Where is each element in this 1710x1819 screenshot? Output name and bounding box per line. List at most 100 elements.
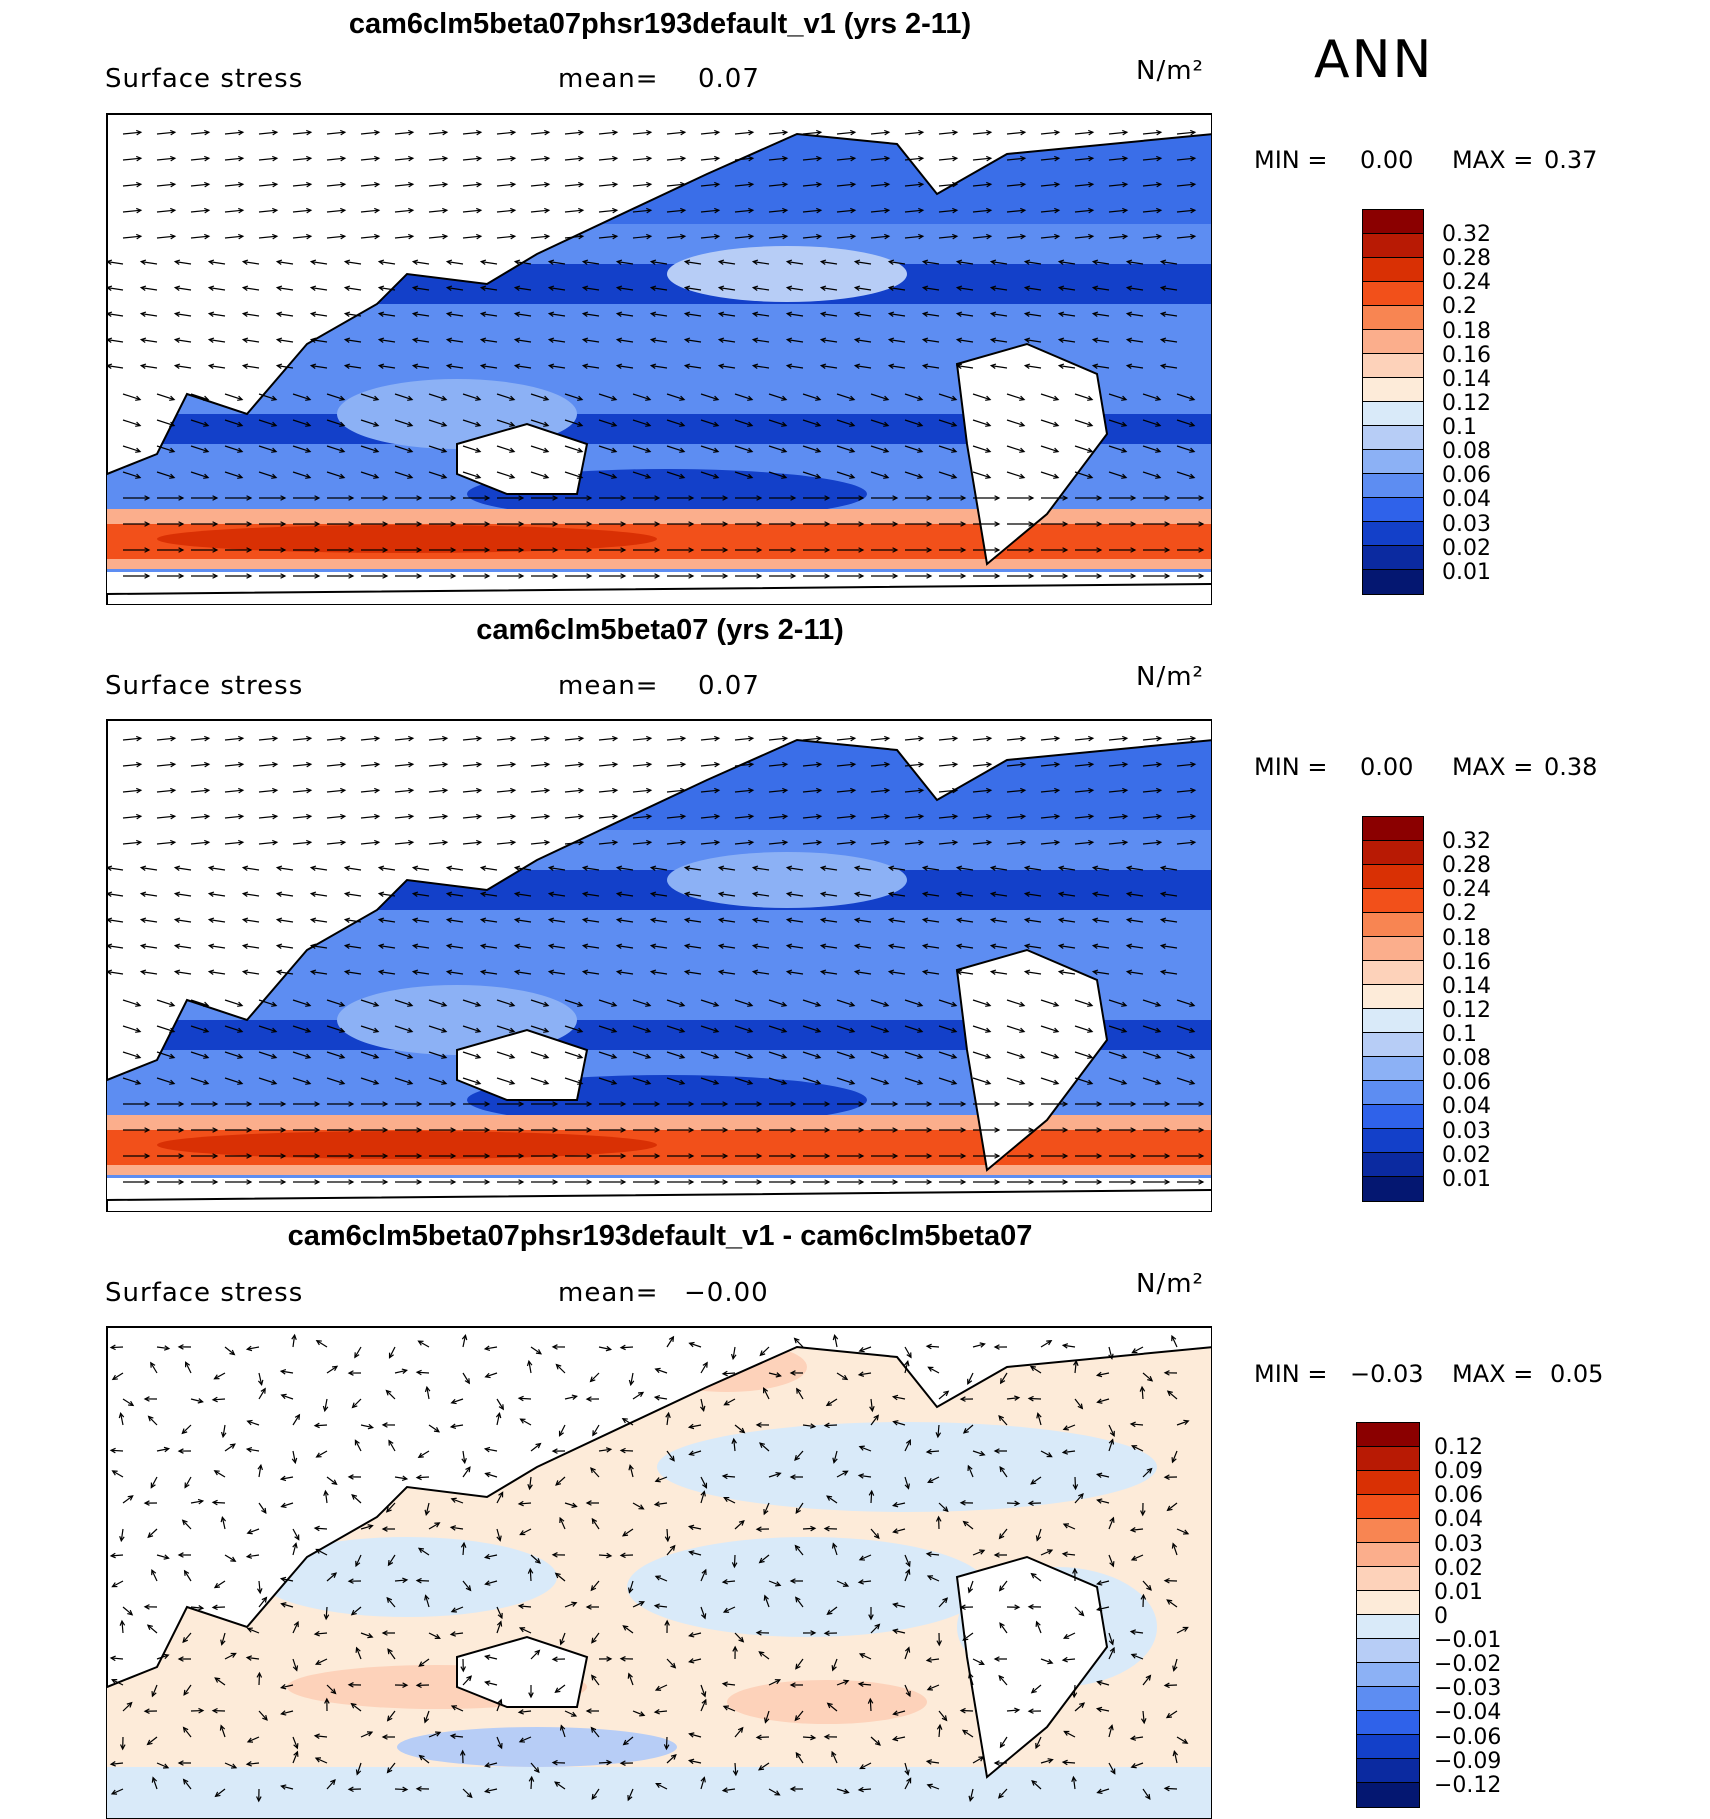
colorbar-cells [1357,1423,1419,1807]
variable-label: Surface stress [105,64,303,94]
colorbar-tick-label: 0.01 [1442,1167,1491,1192]
max-label: MAX = [1452,146,1533,174]
colorbar-tick-label: 0.1 [1442,1022,1477,1047]
mean-value: −0.00 [684,1278,769,1308]
colorbar-tick-label: −0.09 [1434,1749,1501,1774]
min-value: 0.00 [1360,146,1413,174]
mean-label: mean= [558,671,659,701]
colorbar-cells [1363,210,1423,594]
colorbar-tick-label: 0.04 [1442,487,1491,512]
max-value: 0.37 [1544,146,1597,174]
colorbar-cell [1363,450,1423,474]
max-value: 0.05 [1550,1360,1603,1388]
mean-label: mean= [558,1278,659,1308]
map-plot [106,113,1212,605]
min-label: MIN = [1254,146,1327,174]
colorbar-cell [1363,570,1423,594]
colorbar-tick-label: 0.02 [1442,536,1491,561]
mean-value: 0.07 [698,64,760,94]
colorbar-cell [1357,1615,1419,1639]
colorbar-tick-label: 0.24 [1442,270,1491,295]
colorbar-tick-label: 0.06 [1434,1483,1483,1508]
min-label: MIN = [1254,753,1327,781]
colorbar-tick-label: 0.01 [1442,560,1491,585]
colorbar-tick-label: 0.06 [1442,1070,1491,1095]
colorbar-cell [1363,306,1423,330]
colorbar-tick-label: 0.04 [1434,1507,1483,1532]
colorbar-cell [1363,1105,1423,1129]
colorbar-cell [1357,1711,1419,1735]
max-value: 0.38 [1544,753,1597,781]
colorbar-cell [1363,258,1423,282]
colorbar-tick-label: −0.02 [1434,1652,1501,1677]
colorbar-cell [1363,913,1423,937]
colorbar-tick-label: 0.08 [1442,1046,1491,1071]
colorbar-tick-label: −0.12 [1434,1773,1501,1798]
colorbar [1362,816,1424,1202]
colorbar-cell [1363,865,1423,889]
colorbar-cell [1357,1759,1419,1783]
colorbar-cell [1357,1423,1419,1447]
colorbar-tick-label: 0.14 [1442,367,1491,392]
colorbar-cell [1363,1177,1423,1201]
colorbar-cells [1363,817,1423,1201]
colorbar-tick-label: 0.03 [1434,1532,1483,1557]
colorbar-tick-label: 0.28 [1442,246,1491,271]
colorbar-tick-label: 0.2 [1442,294,1477,319]
colorbar-tick-label: 0.16 [1442,950,1491,975]
colorbar-cell [1357,1543,1419,1567]
colorbar-cell [1363,498,1423,522]
map-canvas [107,114,1212,605]
colorbar-tick-label: 0.06 [1442,463,1491,488]
variable-label: Surface stress [105,671,303,701]
colorbar-tick-label: 0.2 [1442,901,1477,926]
panel-title: cam6clm5beta07 (yrs 2-11) [476,614,844,647]
colorbar-tick-label: 0 [1434,1604,1448,1629]
colorbar-cell [1363,1153,1423,1177]
colorbar-cell [1363,522,1423,546]
colorbar-cell [1363,1057,1423,1081]
colorbar-cell [1357,1591,1419,1615]
colorbar-cell [1363,402,1423,426]
colorbar-cell [1357,1471,1419,1495]
colorbar-tick-label: 0.12 [1442,998,1491,1023]
colorbar-cell [1363,546,1423,570]
colorbar-tick-label: 0.02 [1434,1556,1483,1581]
colorbar-cell [1357,1687,1419,1711]
colorbar-cell [1357,1783,1419,1807]
colorbar-cell [1363,889,1423,913]
colorbar-tick-label: −0.04 [1434,1700,1501,1725]
colorbar-tick-label: 0.16 [1442,343,1491,368]
colorbar-cell [1363,841,1423,865]
min-value: 0.00 [1360,753,1413,781]
colorbar-tick-label: 0.02 [1442,1143,1491,1168]
colorbar [1362,209,1424,595]
colorbar-cell [1363,210,1423,234]
colorbar-tick-label: 0.04 [1442,1094,1491,1119]
colorbar-cell [1363,234,1423,258]
colorbar-tick-label: 0.14 [1442,974,1491,999]
colorbar-cell [1363,1009,1423,1033]
colorbar-cell [1363,937,1423,961]
map-canvas [107,720,1212,1212]
colorbar-tick-label: 0.09 [1434,1459,1483,1484]
panel-title: cam6clm5beta07phsr193default_v1 - cam6cl… [288,1220,1033,1253]
colorbar-tick-label: 0.32 [1442,222,1491,247]
mean-label: mean= [558,64,659,94]
colorbar-cell [1363,330,1423,354]
min-label: MIN = [1254,1360,1327,1388]
map-plot [106,1326,1212,1819]
colorbar-cell [1363,961,1423,985]
colorbar-tick-label: −0.03 [1434,1676,1501,1701]
colorbar-cell [1357,1663,1419,1687]
colorbar-cell [1357,1495,1419,1519]
colorbar-cell [1363,282,1423,306]
colorbar-cell [1357,1447,1419,1471]
colorbar-tick-label: 0.03 [1442,512,1491,537]
colorbar-tick-label: 0.24 [1442,877,1491,902]
colorbar-tick-label: 0.08 [1442,439,1491,464]
variable-label: Surface stress [105,1278,303,1308]
colorbar [1356,1422,1420,1808]
colorbar-cell [1363,1129,1423,1153]
colorbar-tick-label: 0.28 [1442,853,1491,878]
